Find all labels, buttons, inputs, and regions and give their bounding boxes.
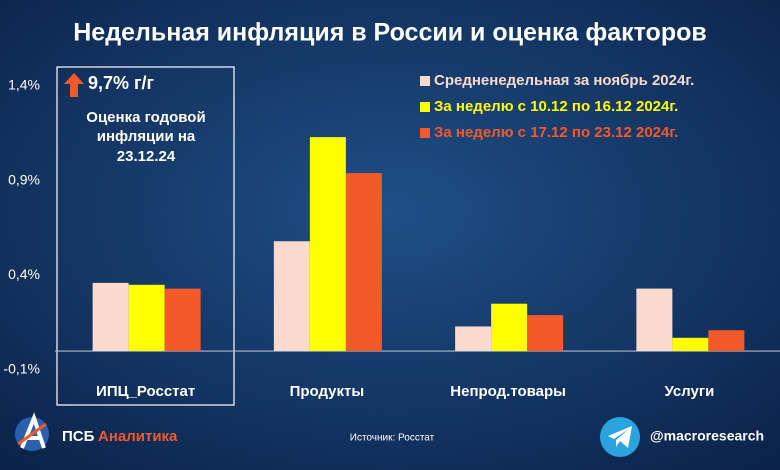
legend-swatch — [420, 102, 430, 112]
legend-swatch — [420, 76, 430, 86]
bar — [92, 282, 129, 352]
legend-label: За неделю с 10.12 по 16.12 2024г. — [434, 98, 678, 115]
annotation-box — [56, 66, 235, 406]
bar — [273, 241, 310, 352]
bar — [672, 337, 709, 352]
up-arrow — [64, 73, 84, 97]
annotation-line: Оценка годовой — [86, 109, 205, 126]
bar — [708, 330, 745, 352]
annotation-line: инфляции на — [97, 128, 196, 145]
brand-name: ПСБ — [62, 428, 95, 445]
y-tick-label: 0,9% — [8, 171, 40, 187]
bar — [309, 137, 346, 352]
x-tick-label: Продукты — [290, 383, 365, 400]
bar — [491, 303, 528, 352]
source: Источник: Росстат — [350, 433, 435, 444]
y-tick-label: 1,4% — [8, 77, 40, 93]
legend-label: За неделю с 17.12 по 23.12 2024г. — [434, 124, 678, 141]
brand-logo — [15, 412, 49, 451]
bar — [345, 173, 382, 352]
bar — [455, 326, 492, 352]
legend-swatch — [420, 128, 430, 138]
telegram-icon — [600, 417, 640, 457]
annotation-line: 23.12.24 — [117, 148, 176, 165]
x-tick-label: Непрод.товары — [450, 383, 566, 400]
bar — [128, 284, 165, 352]
y-tick-label: 0,4% — [8, 266, 40, 282]
handle: @macroresearch — [650, 428, 764, 444]
chart-title: Недельная инфляция в России и оценка фак… — [73, 19, 706, 47]
bar — [164, 288, 201, 352]
x-tick-label: Услуги — [664, 383, 714, 400]
x-tick-label: ИПЦ_Росстат — [96, 383, 195, 400]
y-tick-label: -0,1% — [3, 361, 40, 377]
annotation-headline: 9,7% г/г — [88, 73, 155, 93]
bar — [527, 315, 564, 352]
legend-label: Средненедельная за ноябрь 2024г. — [434, 72, 694, 89]
bar — [636, 288, 673, 352]
brand-suffix: Аналитика — [98, 428, 178, 445]
